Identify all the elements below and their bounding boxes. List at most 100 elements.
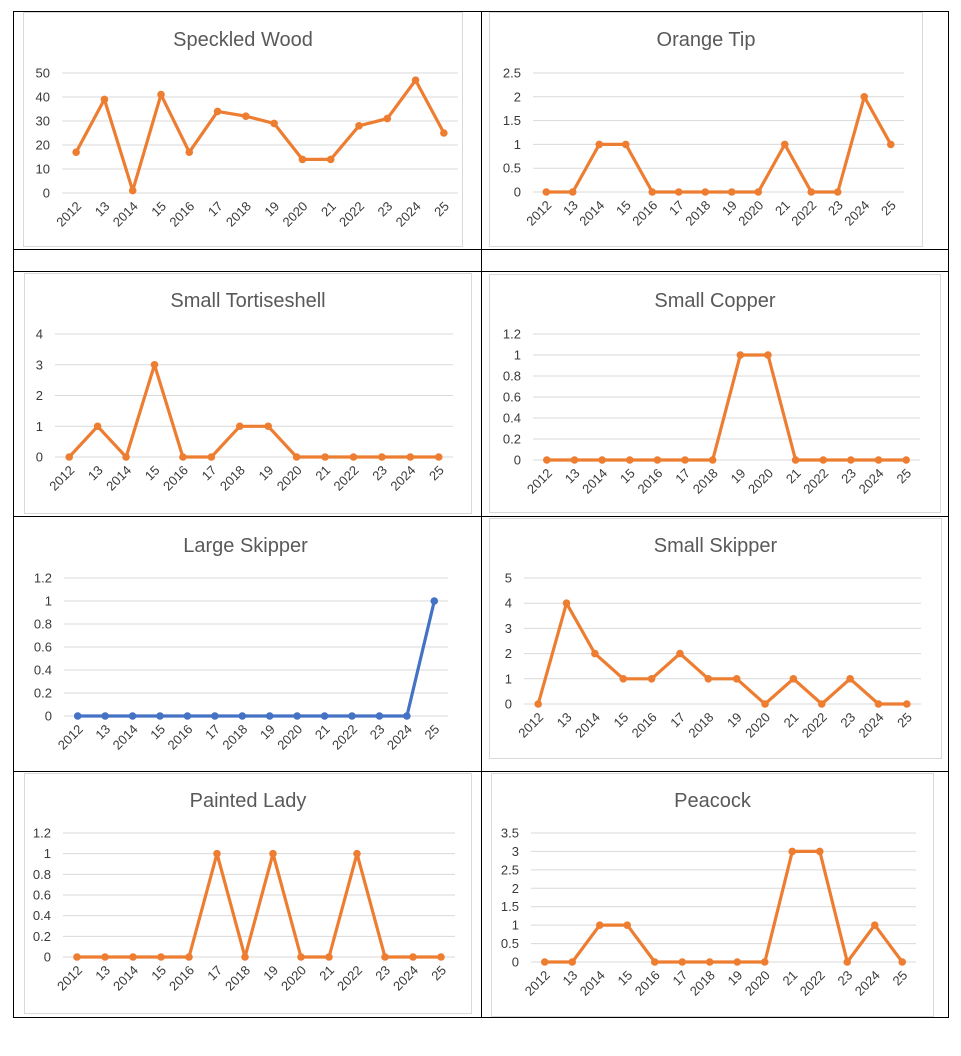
data-point (213, 107, 222, 116)
data-point (903, 700, 911, 708)
data-point (411, 76, 420, 84)
chart-frame (489, 274, 941, 513)
data-point (621, 140, 630, 149)
y-tick-label: 1 (512, 918, 519, 933)
x-tick-label: 2014 (110, 963, 141, 994)
y-tick-label: 2 (505, 646, 512, 661)
x-tick-label: 2020 (745, 466, 776, 497)
x-tick-label: 17 (670, 968, 691, 989)
x-tick-label: 15 (142, 463, 163, 484)
x-tick-label: 13 (562, 466, 583, 487)
data-point (100, 95, 109, 104)
data-point (789, 675, 798, 683)
x-tick-label: 2018 (219, 722, 250, 753)
chart-frame (491, 773, 934, 1017)
data-point (732, 675, 741, 683)
y-tick-label: 4 (505, 596, 512, 611)
x-tick-label: 13 (554, 710, 575, 731)
data-point (298, 155, 307, 164)
data-point (886, 140, 895, 149)
x-tick-label: 13 (92, 722, 113, 743)
data-point (846, 675, 854, 683)
x-tick-label: 21 (316, 963, 337, 984)
chart-small-copper: Small Copper 0 0.2 0.4 0.6 0.8 1 1.2 2012 13 2014 1… (489, 274, 941, 513)
y-tick-label: 0.4 (33, 908, 51, 923)
x-tick-label: 15 (148, 199, 169, 220)
y-tick-label: 0.2 (34, 686, 52, 701)
data-point (568, 188, 577, 196)
x-tick-label: 19 (261, 199, 282, 220)
x-tick-label: 2024 (390, 963, 421, 994)
x-tick-label: 15 (147, 722, 168, 743)
chart-title: Peacock (674, 790, 752, 812)
x-tick-label: 2012 (55, 722, 86, 753)
chart-title: Orange Tip (657, 29, 756, 51)
data-point (238, 712, 247, 720)
y-tick-label: 0.4 (34, 663, 52, 678)
table-border-middle (481, 11, 482, 1018)
x-tick-label: 13 (92, 963, 113, 984)
y-tick-label: 1.2 (33, 826, 51, 841)
x-tick-label: 2018 (690, 466, 721, 497)
x-tick-label: 2020 (278, 963, 309, 994)
x-tick-label: 2016 (632, 968, 663, 999)
x-tick-label: 25 (428, 963, 449, 984)
chart-frame (489, 518, 942, 759)
data-point (681, 456, 689, 464)
data-point (534, 700, 542, 708)
x-tick-label: 19 (260, 963, 281, 984)
chart-frame (24, 273, 472, 514)
x-tick-label: 2022 (800, 466, 831, 497)
chart-frame (23, 12, 463, 247)
x-tick-label: 23 (367, 722, 388, 743)
table-border-right (948, 11, 949, 1018)
y-tick-label: 0 (36, 450, 43, 465)
y-tick-label: 1.5 (501, 899, 519, 914)
data-point (760, 958, 769, 966)
x-tick-label: 17 (204, 963, 225, 984)
y-tick-label: 0.8 (34, 617, 52, 632)
x-tick-label: 13 (92, 199, 113, 220)
x-tick-label: 13 (85, 463, 106, 484)
data-point (293, 712, 301, 720)
y-tick-label: 2 (36, 388, 43, 403)
x-tick-label: 2024 (841, 198, 872, 229)
x-tick-label: 23 (369, 463, 390, 484)
x-tick-label: 2024 (393, 199, 424, 230)
table-border-left (13, 11, 14, 1018)
x-tick-label: 2018 (682, 198, 713, 229)
chart-frame (489, 12, 923, 247)
x-tick-label: 2016 (634, 466, 665, 497)
x-tick-label: 2020 (742, 968, 773, 999)
series-line (543, 849, 904, 964)
x-tick-label: 2022 (799, 710, 830, 741)
data-point (570, 456, 579, 464)
data-point (265, 712, 274, 720)
data-point (653, 456, 662, 464)
data-point (733, 958, 742, 966)
y-tick-label: 2.5 (503, 66, 521, 81)
data-point (321, 453, 329, 461)
data-point (647, 675, 656, 683)
y-tick-label: 1.2 (503, 327, 521, 342)
data-point (754, 188, 763, 196)
chart-title: Small Tortiseshell (170, 290, 325, 312)
data-point (817, 700, 826, 708)
x-tick-label: 2014 (110, 722, 141, 753)
x-tick-label: 25 (426, 463, 447, 484)
x-tick-label: 2012 (53, 199, 84, 230)
x-tick-label: 25 (894, 710, 915, 731)
y-tick-label: 20 (36, 138, 50, 153)
x-tick-label: 19 (255, 463, 276, 484)
y-tick-label: 2 (514, 89, 521, 104)
data-point (183, 712, 192, 720)
data-point (591, 649, 599, 658)
y-tick-label: 2 (512, 881, 519, 896)
x-tick-label: 2014 (110, 199, 141, 230)
y-tick-label: 30 (36, 114, 50, 129)
x-tick-label: 25 (422, 722, 443, 743)
data-point (780, 140, 789, 149)
y-tick-label: 1 (514, 137, 521, 152)
data-point (540, 958, 549, 966)
